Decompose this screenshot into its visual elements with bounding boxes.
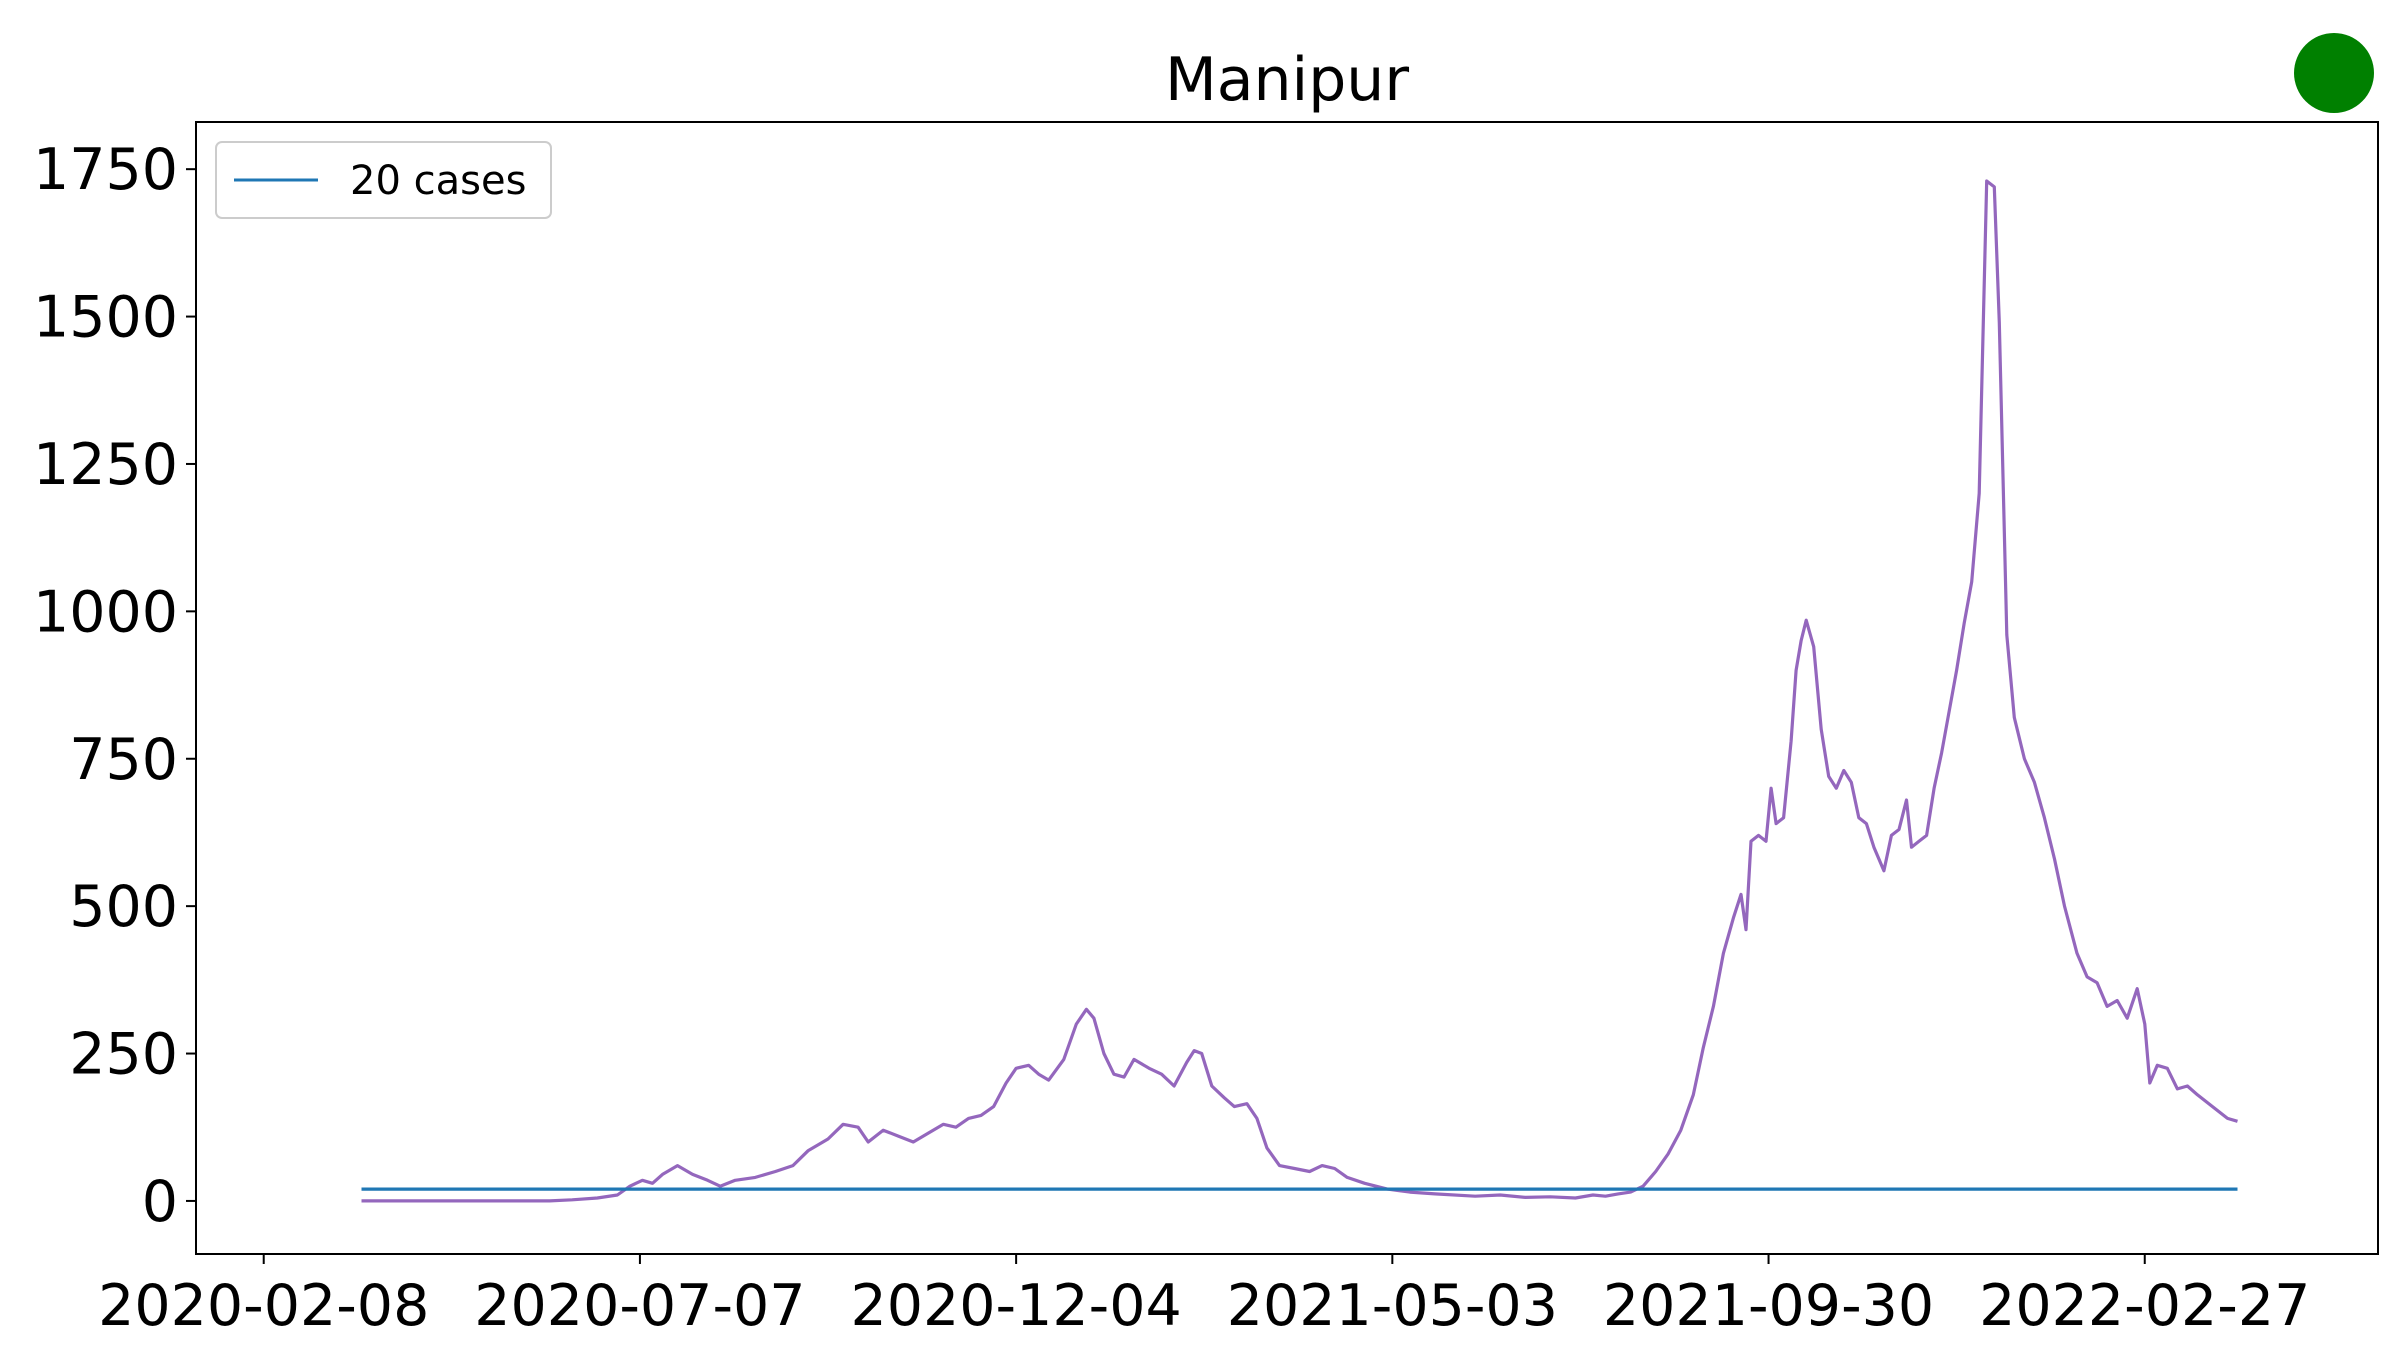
y-tick-label: 750: [69, 727, 178, 793]
series-daily-cases-line: [361, 179, 2238, 1203]
y-tick-label: 1250: [33, 432, 178, 498]
x-tick-label: 2022-02-27: [1979, 1273, 2310, 1339]
x-tick-label: 2020-07-07: [474, 1273, 805, 1339]
x-tick-label: 2021-09-30: [1603, 1273, 1934, 1339]
status-indicator: [2294, 33, 2374, 113]
legend-box: [215, 141, 552, 219]
y-tick-label: 250: [69, 1022, 178, 1088]
series-layer: [361, 179, 2238, 1203]
y-tick-label: 500: [69, 874, 178, 940]
y-tick-label: 0: [142, 1169, 178, 1235]
legend-label: 20 cases: [350, 158, 526, 204]
x-axis: 2020-02-08 2020-07-07 2020-12-04 2021-05-03…: [98, 1254, 2310, 1339]
y-tick-label: 1000: [33, 579, 178, 645]
x-tick-label: 2020-12-04: [850, 1273, 1181, 1339]
y-tick-label: 1750: [33, 137, 178, 203]
plot-area: [195, 121, 2379, 1255]
legend: 20 cases: [215, 141, 552, 219]
chart-title: Manipur: [1165, 45, 1409, 115]
x-tick-label: 2021-05-03: [1227, 1273, 1558, 1339]
y-tick-label: 1500: [33, 285, 178, 351]
y-axis: 0 250 500 750 1000 1250 1500 1750: [33, 137, 196, 1235]
x-tick-label: 2020-02-08: [98, 1273, 429, 1339]
